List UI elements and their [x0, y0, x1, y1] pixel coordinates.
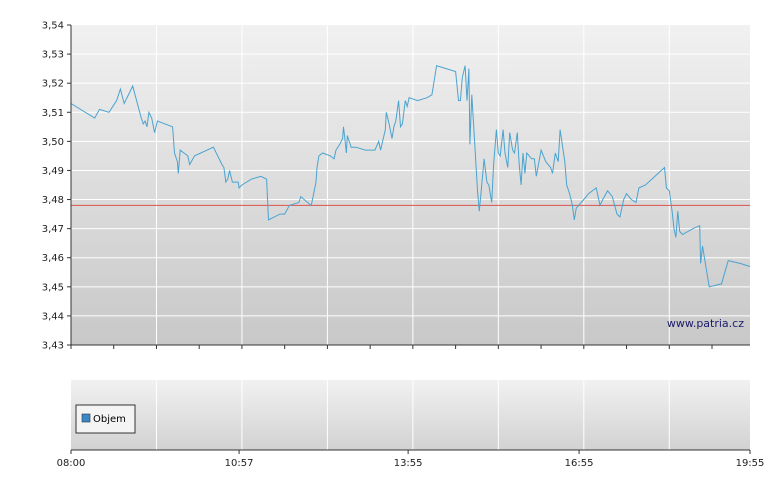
- x-tick-label: 08:00: [57, 458, 86, 469]
- price-y-tick-label: 3,51: [42, 108, 64, 119]
- watermark-text: www.patria.cz: [667, 317, 744, 330]
- volume-panel: 08:00 10:57 13:55 16:55 19:55 Objem: [57, 380, 765, 469]
- price-y-tick-label: 3,47: [42, 224, 64, 235]
- x-tick-label: 10:57: [225, 458, 254, 469]
- legend: Objem: [75, 404, 136, 434]
- price-y-tick-label: 3,50: [42, 137, 64, 148]
- price-x-ticks: [70, 345, 713, 349]
- price-panel: 3,43 3,44 3,45 3,46 3,47 3,48 3,49 3,50 3,51 3,52…: [42, 21, 751, 352]
- price-grid: [71, 25, 750, 345]
- volume-plot-area: [71, 380, 750, 450]
- price-y-tick-label: 3,43: [42, 341, 64, 352]
- price-series-line: [70, 65, 751, 288]
- x-tick-label: 19:55: [736, 458, 765, 469]
- price-y-tick-label: 3,46: [42, 253, 64, 264]
- x-tick-label: 13:55: [394, 458, 423, 469]
- price-y-tick-label: 3,44: [42, 311, 64, 322]
- price-y-tick-label: 3,54: [42, 21, 64, 32]
- legend-swatch: [81, 413, 91, 423]
- price-y-tick-label: 3,49: [42, 166, 64, 177]
- price-y-tick-label: 3,48: [42, 195, 64, 206]
- price-y-tick-label: 3,53: [42, 50, 64, 61]
- price-plot-area: [71, 25, 750, 345]
- volume-x-axis: 08:00 10:57 13:55 16:55 19:55: [57, 450, 765, 469]
- price-y-axis: 3,43 3,44 3,45 3,46 3,47 3,48 3,49 3,50 3,51 3,52…: [42, 21, 71, 352]
- price-y-tick-label: 3,52: [42, 79, 64, 90]
- price-y-tick-label: 3,45: [42, 282, 64, 293]
- legend-label: Objem: [93, 414, 126, 425]
- volume-grid: [155, 380, 670, 450]
- x-tick-label: 16:55: [565, 458, 594, 469]
